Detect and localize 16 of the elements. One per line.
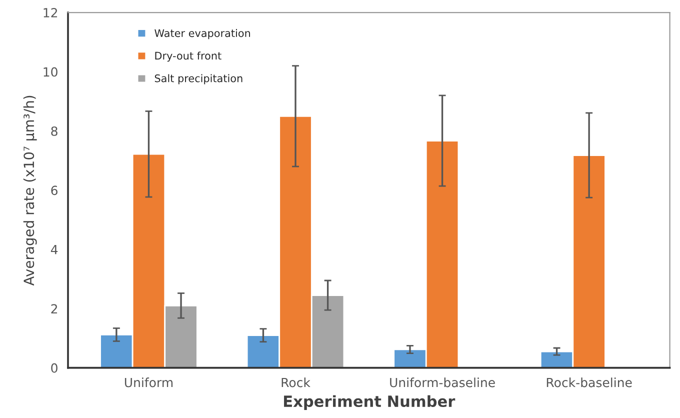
y-tick-label: 2 xyxy=(51,304,58,314)
y-tick-label: 0 xyxy=(51,363,58,373)
y-tick-label: 4 xyxy=(50,245,58,254)
legend-label: Water evaporation xyxy=(154,29,250,40)
x-axis-title: Experiment Number xyxy=(284,395,456,410)
y-tick-label: 6 xyxy=(51,186,58,196)
x-tick-label: Uniform-baseline xyxy=(390,378,495,388)
x-tick-label: Rock xyxy=(282,378,310,388)
y-tick-label: 8 xyxy=(51,126,58,136)
legend-label: Dry-out front xyxy=(155,52,222,62)
x-tick-label: Rock-baseline xyxy=(546,378,632,388)
x-tick-label: Uniform xyxy=(124,378,173,388)
legend-label: Salt precipitation xyxy=(154,74,242,84)
y-tick-label: 12 xyxy=(44,8,58,18)
y-axis-title: Averaged rate (x10⁷ µm³/h) xyxy=(23,96,37,286)
y-tick-label: 10 xyxy=(44,67,58,77)
